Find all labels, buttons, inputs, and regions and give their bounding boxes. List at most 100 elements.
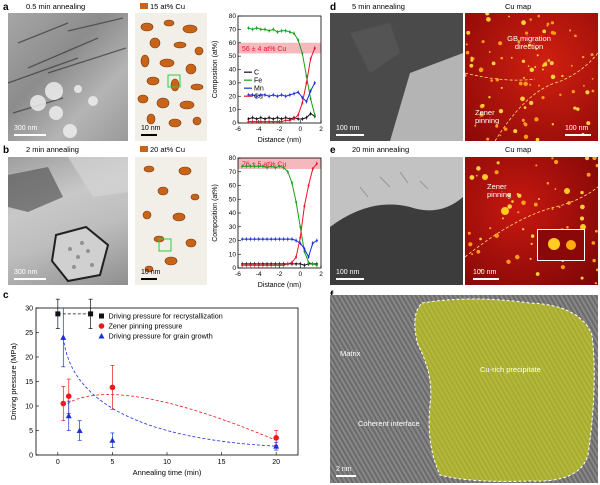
cu-precipitate-dot — [550, 74, 556, 80]
inset-precipitate — [566, 240, 576, 250]
data-point-fe — [259, 28, 262, 31]
data-point-cu — [311, 168, 314, 170]
y-tick-label: 80 — [229, 155, 237, 162]
data-point-fe — [266, 166, 269, 169]
y-tick-label: 5 — [29, 428, 33, 435]
data-point-c — [299, 262, 302, 265]
data-point-fe — [247, 27, 250, 30]
cu-precipitate-dot — [494, 170, 499, 175]
cu-precipitate-dot — [529, 257, 532, 260]
apt-particles-b — [142, 165, 200, 273]
panel-b-apt-title: 20 at% Cu — [140, 145, 185, 154]
cu-precipitate-dot — [535, 47, 538, 51]
data-point-cu — [309, 57, 312, 60]
tem-image-b: 300 nm — [8, 157, 128, 285]
y-tick-label: 70 — [229, 169, 237, 176]
data-point-fe — [278, 165, 281, 168]
scale-label: 300 nm — [14, 269, 38, 276]
y-tick-label: 20 — [229, 93, 237, 100]
data-point-mn — [261, 238, 264, 241]
composition-profile-chart-a: 56 ± 4 at% Cu-6 -4 -2 0 201020304050607080Di… — [212, 13, 323, 144]
cu-precipitate-dot — [488, 95, 491, 99]
data-point-mn — [288, 93, 291, 96]
cu-precipitate-dot — [496, 161, 500, 165]
x-tick-label: 2 — [319, 126, 323, 133]
data-point-fe — [257, 165, 260, 168]
panel-d-map-title: Cu map — [505, 2, 532, 11]
data-point-fe — [282, 166, 285, 169]
data-point-mn — [251, 93, 254, 96]
y-tick-label: 70 — [229, 26, 237, 33]
x-tick-label: 10 — [163, 459, 171, 466]
legend-marker — [98, 323, 105, 329]
data-point-mn — [266, 238, 269, 241]
cu-precipitate-dot — [467, 231, 471, 235]
data-point-mn — [276, 95, 279, 98]
data-point-mn — [305, 100, 308, 103]
data-point-cu — [268, 120, 271, 123]
cu-precipitate-dot — [523, 106, 527, 109]
scale-bar — [565, 134, 591, 136]
cu-precipitate-dot — [523, 81, 528, 87]
data-point-fe — [274, 166, 277, 169]
data-point-mn — [290, 238, 293, 241]
cu-precipitate-dot — [486, 16, 489, 19]
cu-precipitate-dot — [546, 22, 550, 26]
cu-precipitate-dot — [535, 137, 540, 141]
x-tick-label: 0 — [298, 126, 302, 133]
data-point-cu — [257, 264, 260, 267]
cu-precipitate-dot — [580, 204, 585, 210]
cu-precipitate-dot — [481, 40, 485, 44]
data-point-grain-growth — [60, 334, 67, 340]
data-point-c — [247, 117, 250, 120]
cu-precipitate-dot — [551, 157, 554, 160]
cu-concentration-band — [238, 42, 321, 54]
cu-precipitate-dot — [469, 63, 474, 68]
cu-precipitate-dot — [503, 127, 508, 131]
x-axis-label: Distance (nm) — [258, 137, 302, 144]
cu-precipitate-dot — [550, 21, 555, 25]
cu-precipitate-dot — [470, 56, 474, 60]
apt-reconstruction-a: 10 nm — [135, 13, 207, 141]
data-point-c — [259, 116, 262, 119]
data-point-cu — [286, 262, 289, 265]
cu-precipitate-dot — [592, 157, 597, 161]
data-point-mn — [259, 93, 262, 96]
panel-b-tem-title: 2 min annealing — [26, 145, 79, 154]
cu-precipitate-dot — [566, 225, 569, 229]
data-point-mn — [245, 238, 248, 241]
x-tick-label: -6 — [235, 126, 241, 133]
data-point-c — [268, 116, 271, 119]
data-point-fe — [299, 225, 302, 228]
legend-label: Driving pressure for grain growth — [109, 332, 213, 341]
scale-bar — [141, 134, 157, 136]
data-point-mn — [309, 89, 312, 92]
cu-precipitate-large — [482, 174, 488, 180]
zener-pinning-label-e: Zener pinning — [487, 182, 512, 199]
data-point-cu — [251, 120, 254, 123]
data-point-grain-growth — [273, 443, 280, 449]
data-point-mn — [241, 238, 244, 241]
legend-label: C — [254, 70, 259, 77]
data-point-cu — [295, 256, 298, 258]
cu-precipitate-dot — [581, 55, 585, 59]
y-tick-label: 0 — [29, 453, 33, 460]
cu-precipitate-dot — [521, 200, 526, 206]
legend-label: Fe — [254, 78, 262, 85]
cu-precipitate-dot — [475, 174, 478, 177]
cu-precipitate-dot — [468, 242, 473, 247]
cu-precipitate-dot — [549, 61, 554, 66]
cu-precipitate-dot — [545, 61, 548, 64]
cu-precipitate-dot — [471, 253, 474, 256]
cu-precipitate-dot — [479, 237, 482, 241]
y-tick-label: 30 — [229, 80, 237, 87]
grain-boundary-line — [494, 52, 598, 141]
scale-bar — [336, 278, 364, 280]
cu-precipitate-dot — [485, 13, 490, 16]
cu-precipitate-dot — [520, 96, 525, 102]
cu-precipitate-dot — [579, 216, 585, 221]
x-tick-label: 2 — [319, 271, 323, 278]
cu-precipitate-dot — [498, 108, 504, 114]
data-point-cu — [259, 120, 262, 123]
panel-e-tem-title: 20 min annealing — [352, 145, 410, 154]
